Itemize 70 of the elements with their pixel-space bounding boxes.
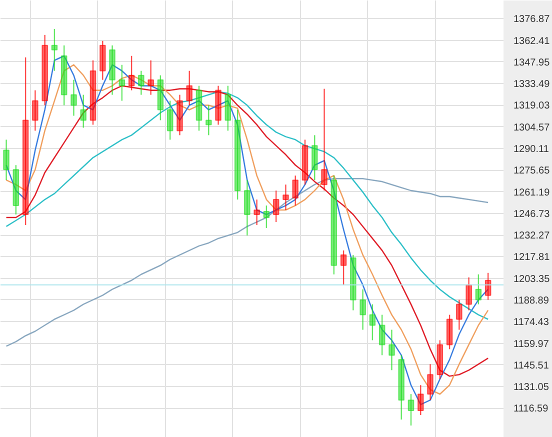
- candlestick: [148, 60, 154, 96]
- candlestick: [330, 175, 338, 275]
- candlestick: [475, 274, 482, 305]
- candlestick: [118, 64, 126, 102]
- candlestick: [302, 139, 308, 186]
- candlestick: [60, 44, 68, 106]
- candlestick: [292, 175, 299, 206]
- candlestick: [157, 74, 164, 121]
- candlestick: [388, 329, 395, 371]
- candlestick: [80, 94, 87, 128]
- y-tick-label: 1174.43: [514, 317, 550, 328]
- candlestick: [427, 364, 434, 401]
- candlestick: [224, 85, 232, 132]
- candlestick: [109, 44, 116, 96]
- y-tick-label: 1275.65: [514, 166, 550, 177]
- y-tick-label: 1333.49: [514, 79, 550, 90]
- y-tick-label: 1188.89: [514, 295, 550, 306]
- candlestick: [12, 164, 20, 216]
- candlestick: [166, 100, 174, 140]
- candlestick: [128, 55, 135, 91]
- candlestick: [186, 70, 193, 106]
- y-tick-label: 1362.41: [514, 36, 550, 47]
- candlestick: [417, 384, 424, 416]
- candlestick: [263, 204, 270, 229]
- candlestick: [3, 139, 10, 181]
- y-tick-label: 1232.27: [514, 230, 550, 242]
- candlestick: [360, 288, 366, 330]
- candlestick: [138, 70, 144, 96]
- y-tick-label: 1376.87: [514, 14, 550, 26]
- candlestick: [369, 304, 376, 341]
- candlestick: [234, 109, 241, 200]
- candlestick: [466, 276, 472, 311]
- candlestick: [282, 184, 289, 211]
- candlestick: [378, 314, 386, 356]
- y-tick-label: 1304.57: [514, 122, 550, 134]
- candlestick: [99, 40, 106, 80]
- candlestick: [456, 299, 462, 330]
- y-tick-label: 1290.11: [514, 144, 550, 155]
- y-tick-label: 1246.73: [514, 208, 550, 220]
- candlestick: [22, 56, 29, 226]
- candlestick: [254, 198, 260, 226]
- candlestick: [196, 85, 202, 132]
- y-tick-label: 1319.03: [514, 100, 550, 112]
- candlestick: [70, 79, 77, 116]
- candlestick: [436, 340, 444, 380]
- candlestick: [51, 28, 58, 72]
- candlestick: [32, 90, 38, 132]
- candlestick: [205, 104, 212, 136]
- candlestick: [408, 394, 414, 426]
- candlestick: [176, 94, 183, 136]
- y-tick-label: 1347.95: [514, 57, 550, 68]
- candlestick: [311, 134, 318, 181]
- candlestick: [244, 179, 250, 236]
- y-tick-label: 1145.51: [514, 360, 550, 372]
- candlestick: [446, 314, 453, 350]
- candlestick: [340, 250, 347, 286]
- y-tick-label: 1261.19: [514, 187, 550, 198]
- y-tick-label: 1159.97: [514, 338, 550, 350]
- y-tick-label: 1217.81: [514, 252, 550, 264]
- candlestick: [350, 254, 356, 311]
- candlestick: [42, 34, 48, 106]
- candlestick: [321, 88, 328, 192]
- y-tick-label: 1131.05: [514, 382, 550, 394]
- candlestick: [215, 85, 222, 126]
- candlestick: [272, 190, 280, 223]
- y-tick-label: 1116.59: [514, 404, 549, 415]
- candlestick: [398, 354, 405, 420]
- y-tick-label: 1203.35: [514, 274, 550, 285]
- candlestick: [90, 60, 96, 126]
- candlestick: [484, 272, 492, 300]
